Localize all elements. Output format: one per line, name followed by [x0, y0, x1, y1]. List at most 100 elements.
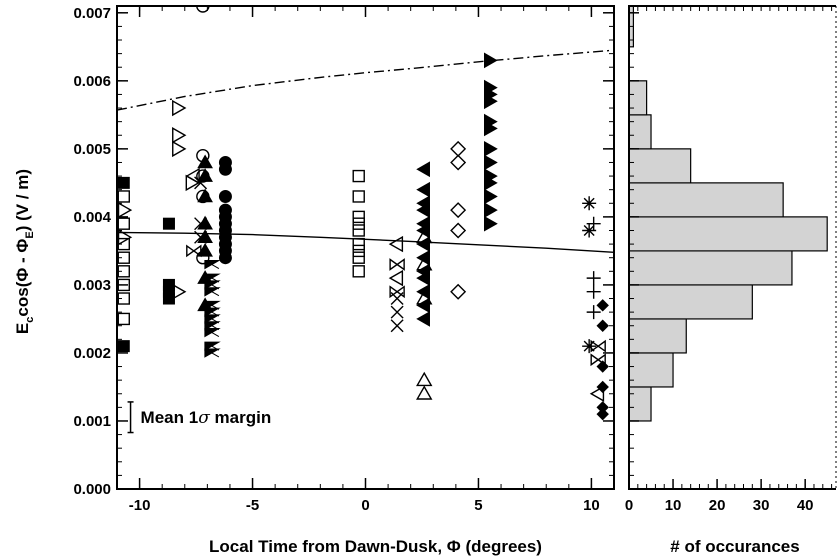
bowtie-filled-marker	[204, 328, 221, 338]
histogram-bar	[628, 352, 674, 388]
circle-filled-marker	[218, 162, 232, 176]
histogram-bar	[628, 250, 793, 286]
mean-margin-suffix: margin	[210, 408, 271, 427]
diamond-filled-marker	[596, 380, 609, 394]
bowtie-open-marker	[590, 353, 606, 367]
y-axis-label-part: ) (V / m)	[13, 169, 32, 231]
triangle-up-filled-marker	[197, 188, 213, 203]
plus-marker	[586, 271, 601, 286]
y-axis-label-part: c	[24, 317, 36, 323]
square-open-marker	[352, 217, 365, 230]
asterisk-marker	[582, 339, 597, 354]
diamond-filled-marker	[596, 319, 609, 332]
hist-x-tick-label: 0	[625, 497, 633, 514]
y-tick-label: 0.002	[73, 345, 111, 362]
triangle-left-filled-marker	[416, 270, 430, 286]
dashdot-curve	[117, 49, 614, 111]
bowtie-open-marker	[186, 244, 202, 258]
square-open-marker	[117, 217, 130, 230]
circle-filled-marker	[218, 251, 232, 265]
bowtie-open-marker	[389, 258, 405, 271]
triangle-right-filled-marker	[484, 93, 498, 110]
triangle-up-open-marker	[416, 290, 433, 305]
triangle-up-open-marker	[416, 228, 433, 244]
x-tick-label: -5	[246, 497, 259, 514]
triangle-left-open-marker	[388, 235, 404, 253]
square-open-marker	[352, 265, 365, 278]
triangle-up-filled-marker	[197, 168, 213, 182]
square-open-marker	[352, 244, 365, 258]
triangle-left-filled-marker	[416, 311, 430, 327]
y-axis-label-part: E	[24, 231, 36, 238]
diamond-open-marker	[450, 222, 467, 239]
hist-x-tick-label: 40	[797, 497, 814, 514]
y-tick-label: 0.001	[73, 413, 111, 430]
triangle-right-filled-marker	[484, 140, 498, 157]
triangle-right-open-marker	[172, 283, 187, 300]
histogram-bar	[628, 386, 652, 422]
bowtie-open-marker	[389, 285, 405, 299]
asterisk-marker	[582, 223, 597, 238]
triangle-left-filled-marker	[416, 181, 430, 198]
bowtie-filled-marker	[204, 348, 221, 358]
square-open-marker	[352, 190, 365, 203]
diamond-filled-marker	[596, 299, 609, 312]
triangle-right-filled-marker	[484, 52, 498, 69]
plus-marker	[586, 305, 601, 320]
bowtie-filled-marker	[204, 260, 221, 270]
y-tick-label: 0.000	[73, 481, 111, 498]
triangle-right-filled-marker	[484, 175, 498, 191]
square-open-marker	[117, 190, 130, 203]
triangle-right-open-marker	[172, 127, 187, 144]
y-axis-label-part: cos(Φ - Φ	[13, 239, 32, 317]
histogram-bar	[628, 182, 784, 218]
y-tick-label: 0.007	[73, 5, 111, 22]
x-axis-label: Local Time from Dawn-Dusk, Φ (degrees)	[209, 537, 542, 556]
square-filled-marker	[117, 340, 130, 353]
square-open-marker	[352, 251, 365, 264]
square-open-marker	[117, 251, 130, 264]
bowtie-open-marker	[590, 339, 606, 353]
hist-x-tick-label: 10	[665, 497, 682, 514]
x-marker	[390, 319, 404, 333]
plot-frame	[116, 5, 615, 490]
plus-marker	[586, 216, 601, 231]
mean-margin-sigma: σ	[198, 408, 210, 428]
y-axis-label: Eccos(Φ - ΦE) (V / m)	[13, 169, 36, 334]
triangle-left-filled-marker	[416, 161, 430, 178]
y-tick-label: 0.005	[73, 141, 111, 158]
histogram-bar	[628, 148, 692, 184]
square-open-marker	[117, 265, 130, 278]
y-tick-label: 0.004	[73, 209, 111, 226]
square-filled-marker	[117, 176, 130, 189]
triangle-up-open-marker	[416, 385, 433, 400]
triangle-up-filled-marker	[197, 242, 213, 257]
diamond-open-marker	[450, 202, 467, 219]
histogram-bar	[628, 318, 687, 354]
triangle-up-filled-marker	[197, 229, 213, 244]
diamond-open-marker	[450, 283, 467, 300]
x-tick-label: 0	[361, 497, 369, 514]
x-tick-label: -10	[129, 497, 151, 514]
square-open-marker	[117, 278, 130, 292]
data-points	[117, 6, 609, 421]
plus-marker	[586, 284, 601, 299]
mean-margin-prefix: Mean 1	[141, 408, 199, 427]
asterisk-marker	[582, 196, 597, 211]
hist-frame	[628, 5, 836, 490]
triangle-right-filled-marker	[484, 202, 498, 218]
x-tick-label: 5	[474, 497, 482, 514]
circle-filled-marker	[218, 189, 232, 203]
triangle-up-filled-marker	[197, 215, 213, 230]
y-tick-label: 0.006	[73, 73, 111, 90]
triangle-left-filled-marker	[416, 236, 430, 252]
bowtie-filled-marker	[204, 287, 221, 297]
square-open-marker	[352, 237, 365, 251]
triangle-right-filled-marker	[484, 120, 498, 137]
triangle-up-open-marker	[416, 371, 433, 387]
square-open-marker	[117, 312, 130, 326]
square-open-marker	[352, 169, 365, 183]
y-tick-label: 0.003	[73, 277, 111, 294]
square-open-marker	[352, 224, 365, 237]
